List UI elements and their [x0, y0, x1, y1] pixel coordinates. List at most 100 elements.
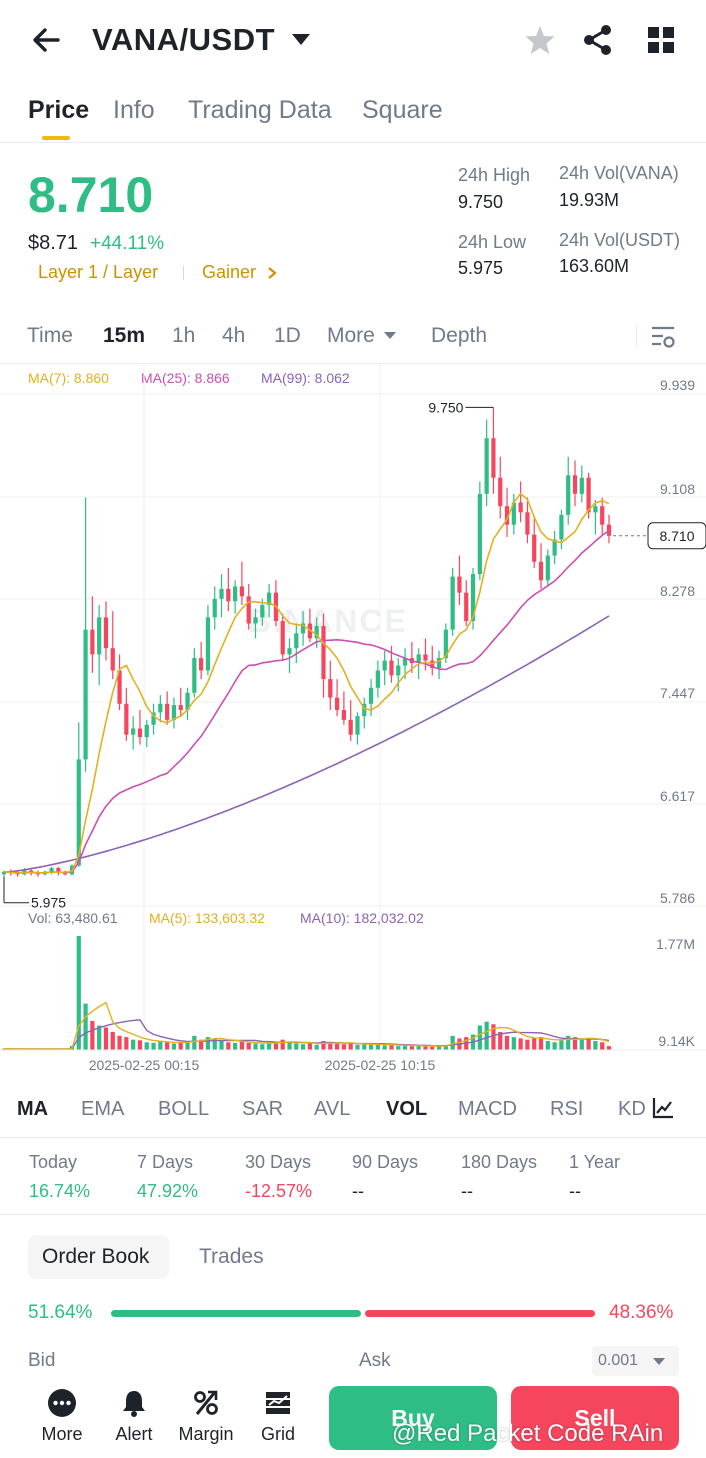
- indicator-ema[interactable]: EMA: [81, 1098, 125, 1120]
- ma99-line: [3, 615, 610, 874]
- indicator-rsi[interactable]: RSI: [550, 1098, 584, 1120]
- y-tick-label: 9.108: [660, 481, 695, 497]
- indicator-ma[interactable]: MA: [17, 1098, 49, 1120]
- order-book-tab-bg[interactable]: [28, 1235, 169, 1279]
- volume-bar: [253, 1043, 258, 1050]
- volume-bar: [199, 1039, 204, 1050]
- ma7-legend: MA(7): 8.860: [28, 370, 109, 386]
- tab-trading-data[interactable]: Trading Data: [188, 96, 332, 124]
- volume-bar: [450, 1035, 455, 1050]
- volume-bar: [246, 1042, 251, 1050]
- indicator-kd[interactable]: KD: [618, 1098, 646, 1120]
- indicator-macd[interactable]: MACD: [458, 1098, 517, 1120]
- candle-body: [267, 592, 272, 605]
- nav-alert[interactable]: Alert: [99, 1388, 169, 1445]
- candle-body: [56, 868, 61, 874]
- bid-label: Bid: [28, 1350, 56, 1371]
- indicator-boll[interactable]: BOLL: [158, 1098, 210, 1120]
- interval-more[interactable]: More: [327, 324, 375, 347]
- volume-bar: [178, 1042, 183, 1050]
- candle-body: [443, 629, 448, 659]
- candle-body: [334, 697, 340, 710]
- nav-more[interactable]: More: [27, 1388, 97, 1445]
- perf-value: -12.57%: [245, 1181, 313, 1201]
- candle-body: [348, 719, 353, 735]
- tab-price[interactable]: Price: [28, 96, 90, 124]
- volume-bar: [314, 1044, 319, 1050]
- tag-category[interactable]: Layer 1 / Layer: [38, 262, 159, 282]
- volume-bar: [239, 1041, 245, 1050]
- grid-bot-icon: [266, 1392, 290, 1414]
- y-tick-label: 9.939: [660, 377, 695, 393]
- tab-info[interactable]: Info: [113, 96, 155, 124]
- chevron-right-icon: [268, 267, 277, 279]
- candle-body: [484, 438, 489, 494]
- indicator-vol[interactable]: VOL: [386, 1098, 428, 1120]
- ma7-line: [3, 492, 610, 874]
- chart-settings-icon[interactable]: [650, 324, 676, 350]
- volume-bar: [532, 1038, 537, 1050]
- candle-body: [63, 873, 68, 875]
- volume-bar: [559, 1040, 564, 1050]
- back-arrow-icon[interactable]: [28, 22, 64, 58]
- nav-margin[interactable]: Margin: [171, 1388, 241, 1445]
- candle-body: [226, 588, 231, 602]
- trading-pair-title[interactable]: VANA/USDT: [92, 22, 276, 57]
- indicator-avl[interactable]: AVL: [314, 1098, 351, 1120]
- vol-ma5-legend: MA(5): 133,603.32: [149, 910, 265, 926]
- divider: [0, 1214, 706, 1215]
- candle-body: [185, 692, 190, 710]
- tab-order-book[interactable]: Order Book: [42, 1245, 150, 1268]
- buy-button[interactable]: Buy: [329, 1386, 497, 1450]
- star-icon[interactable]: [522, 22, 558, 58]
- indicator-sar[interactable]: SAR: [242, 1098, 284, 1120]
- chart-grid: [0, 364, 706, 1050]
- nav-grid[interactable]: Grid: [243, 1388, 313, 1445]
- interval-4h[interactable]: 4h: [222, 324, 246, 347]
- candle-body: [491, 438, 496, 478]
- candle-body: [76, 759, 81, 866]
- precision-select[interactable]: 0.001: [592, 1346, 679, 1376]
- chart-annotations: 9.750 5.975 8.710 1.77M 9.14K 2025-02-25 00:1…: [3, 399, 706, 1073]
- candle-body: [294, 633, 299, 649]
- last-price: 8.710: [28, 167, 154, 223]
- candlestick-chart[interactable]: BINANCE 9.939 9.108 8.278 7.447 6.617 5.786 9…: [0, 364, 706, 1076]
- volume-tick-label: 1.77M: [656, 936, 695, 952]
- share-icon[interactable]: [580, 22, 616, 58]
- ma99-legend: MA(99): 8.062: [261, 370, 350, 386]
- candle-body: [239, 586, 245, 597]
- volume-bar: [233, 1042, 238, 1050]
- tab-square[interactable]: Square: [362, 96, 443, 124]
- volume-bar: [430, 1046, 435, 1050]
- candle-body: [572, 475, 578, 494]
- percent-icon: [194, 1390, 218, 1415]
- volume-bar: [117, 1035, 122, 1050]
- interval-15m[interactable]: 15m: [103, 324, 146, 347]
- candle-body: [402, 658, 408, 666]
- candle-body: [158, 703, 163, 713]
- candle-body: [423, 654, 428, 661]
- candle-body: [35, 873, 41, 875]
- indicator-chart-icon[interactable]: [651, 1096, 675, 1120]
- vol-ma5-line: [4, 1001, 610, 1050]
- perf-value: 16.74%: [29, 1181, 91, 1201]
- candle-body: [416, 654, 421, 664]
- interval-1h[interactable]: 1h: [172, 324, 196, 347]
- volume-bar: [103, 1027, 109, 1050]
- interval-time[interactable]: Time: [27, 324, 73, 347]
- candle-body: [368, 687, 374, 704]
- interval-1d[interactable]: 1D: [274, 324, 301, 347]
- grid-menu-icon[interactable]: [643, 22, 679, 58]
- y-tick-label: 6.617: [660, 788, 695, 804]
- interval-depth[interactable]: Depth: [431, 324, 488, 347]
- candle-body: [511, 502, 516, 525]
- tab-trades[interactable]: Trades: [199, 1245, 264, 1268]
- dropdown-caret-icon[interactable]: [292, 34, 310, 45]
- sell-button[interactable]: Sell: [511, 1386, 679, 1450]
- more-caret-icon: [384, 332, 396, 339]
- volume-bar: [328, 1042, 333, 1050]
- candle-body: [192, 658, 197, 693]
- divider: [0, 363, 706, 364]
- tag-gainer[interactable]: Gainer: [202, 262, 257, 282]
- ma25-line: [3, 529, 610, 874]
